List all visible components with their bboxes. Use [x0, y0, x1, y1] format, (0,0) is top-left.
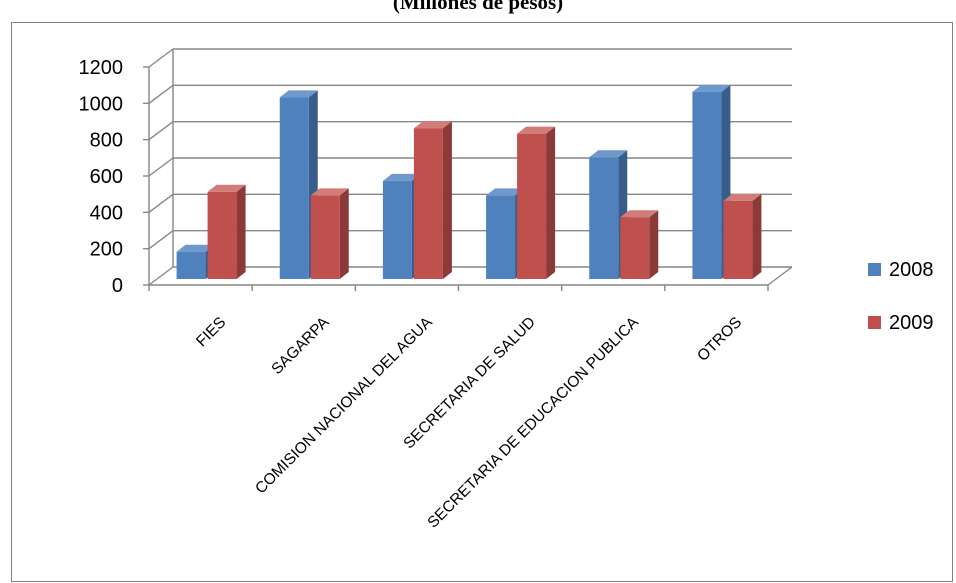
- bar-2009-2: [413, 121, 452, 279]
- bar-front: [310, 195, 340, 279]
- gridline-wall: [148, 193, 174, 213]
- legend-swatch-2009: [868, 316, 881, 329]
- bar-side: [442, 121, 452, 279]
- bar-top: [589, 150, 628, 158]
- bar-front: [413, 128, 443, 279]
- x-tick-label: OTROS: [694, 314, 745, 365]
- bar-top: [207, 184, 246, 192]
- y-tick-label: 800: [90, 130, 123, 152]
- bar-top: [486, 188, 525, 196]
- gridline-wall: [148, 84, 174, 104]
- bar-front: [486, 195, 516, 279]
- page-title: (Millones de pesos): [392, 0, 564, 14]
- x-tick-label: SECRETARIA DE EDUCACION PUBLICA: [424, 313, 642, 531]
- bar-side: [752, 193, 762, 279]
- bar-side: [649, 210, 659, 279]
- chart-frame: [11, 22, 953, 582]
- bar-2009-3: [517, 126, 556, 280]
- y-tick-label: 400: [90, 202, 123, 224]
- gridline-wall: [148, 266, 174, 286]
- legend-swatch-2008: [868, 263, 881, 276]
- bar-front: [207, 191, 237, 279]
- bar-front: [589, 157, 619, 279]
- bar-front: [692, 91, 722, 279]
- bar-top: [310, 188, 349, 196]
- y-tick-label: 1000: [79, 93, 124, 115]
- bar-top: [723, 193, 762, 201]
- bar-2009-0: [207, 184, 246, 279]
- gridline-wall: [148, 121, 174, 141]
- x-tick-label: COMISION NACIONAL DEL AGUA: [252, 313, 436, 497]
- bar-2009-4: [620, 210, 659, 279]
- gridline-wall: [148, 230, 174, 250]
- floor-edge: [767, 266, 793, 286]
- x-tick-label: SAGARPA: [268, 313, 333, 378]
- bar-front: [382, 180, 412, 279]
- bar-top: [413, 121, 452, 129]
- legend-label-2008: 2008: [889, 259, 934, 281]
- bar-side: [236, 184, 246, 279]
- bar-front: [176, 251, 206, 279]
- bar-top: [620, 210, 659, 218]
- legend-label-2009: 2009: [889, 312, 934, 334]
- bar-top: [176, 244, 215, 252]
- y-tick-label: 1200: [79, 57, 124, 79]
- bar-front: [517, 133, 547, 279]
- bar-2009-1: [310, 188, 349, 279]
- x-tick-label: FIES: [193, 314, 229, 350]
- legend-layer: 2008 2009: [868, 259, 934, 334]
- bar-side: [546, 126, 556, 280]
- gridline-wall: [148, 48, 174, 68]
- grid-layer: [143, 48, 793, 291]
- bar-front: [723, 200, 753, 279]
- label-layer: 0 200 400 600 800 1000 1200 FIES SAGARPACOMISION…: [79, 57, 746, 531]
- y-tick-label: 600: [90, 166, 123, 188]
- bar-2009-5: [723, 193, 762, 279]
- bar-layer: [176, 84, 762, 280]
- bar-top: [382, 173, 421, 181]
- bar-front: [279, 97, 309, 279]
- y-tick-label: 0: [112, 275, 123, 297]
- bar-top: [692, 84, 731, 92]
- bar-side: [339, 188, 349, 279]
- bar-top: [279, 90, 318, 98]
- y-tick-label: 200: [90, 239, 123, 261]
- bar-front: [620, 217, 650, 279]
- bar-top: [517, 126, 556, 134]
- gridline-wall: [148, 157, 174, 177]
